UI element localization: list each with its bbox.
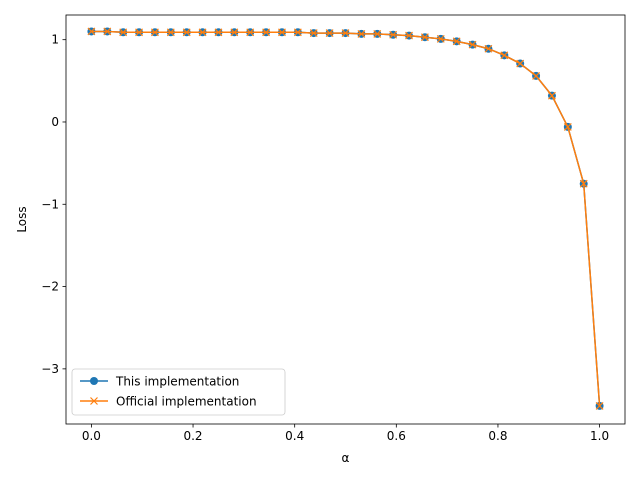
- legend: This implementation Official implementati…: [71, 368, 286, 416]
- series-2-point: [325, 29, 334, 38]
- series-2-point: [87, 27, 96, 36]
- series-2-point: [532, 71, 540, 80]
- legend-label: Official implementation: [116, 395, 257, 409]
- series-2-point: [452, 37, 461, 46]
- series-2-point: [373, 30, 382, 38]
- series-2-point: [182, 28, 191, 37]
- x-tick-label: 1.0: [590, 429, 609, 443]
- series-2-point: [309, 29, 318, 38]
- x-axis-label: α: [342, 451, 350, 465]
- series-2-point: [595, 401, 604, 410]
- x-tick-label: 0.4: [285, 429, 304, 443]
- series-2-point: [516, 59, 525, 68]
- axes: 0.0 0.2 0.4 0.6 0.8 1.0 1 0 −1 −2 −3: [41, 14, 626, 443]
- series-2-point: [230, 28, 239, 37]
- series-1: [87, 27, 604, 410]
- series-2-point: [119, 28, 128, 37]
- series-2-point: [214, 28, 223, 37]
- series-1-line: [91, 30, 601, 406]
- y-tick-label: −2: [41, 280, 59, 294]
- series-2-point: [420, 33, 429, 42]
- series-2-point: [135, 28, 143, 37]
- series-2-point: [262, 28, 271, 37]
- x-tick-label: 0.0: [82, 429, 101, 443]
- legend-marker: [90, 377, 98, 385]
- series-2-point: [357, 30, 366, 38]
- y-axis-label: Loss: [15, 206, 29, 232]
- plot-area: [87, 27, 604, 410]
- y-tick-label: −3: [41, 362, 59, 376]
- y-tick-label: 1: [51, 33, 59, 47]
- series-2-point: [563, 122, 572, 131]
- x-tick-label: 0.8: [488, 429, 507, 443]
- series-2-point: [405, 31, 413, 40]
- legend-marker: [90, 397, 98, 405]
- series-2-point: [103, 27, 112, 36]
- legend-label: This implementation: [115, 375, 239, 389]
- series-2-point: [278, 28, 286, 37]
- y-tick-label: 0: [51, 115, 59, 129]
- series-2: [87, 27, 604, 410]
- series-2-line: [91, 30, 601, 406]
- legend-box: [71, 368, 286, 416]
- series-2-point: [293, 28, 302, 37]
- y-tick-label: −1: [41, 197, 59, 211]
- series-2-point: [198, 28, 207, 37]
- series-2-point: [484, 44, 493, 53]
- legend-entry-1: This implementation: [80, 375, 239, 389]
- series-2-point: [436, 34, 445, 43]
- series-2-point: [548, 91, 556, 100]
- series-2-point: [341, 29, 350, 38]
- legend-entry-2: Official implementation: [80, 395, 257, 409]
- series-2-point: [166, 28, 175, 37]
- series-2-point: [246, 28, 255, 37]
- series-2-point: [389, 30, 398, 39]
- series-2-point: [468, 40, 477, 49]
- series-2-point: [579, 179, 588, 188]
- x-tick-label: 0.6: [387, 429, 406, 443]
- series-2-point: [500, 51, 509, 60]
- series-2-point: [151, 28, 159, 37]
- axes-frame: [65, 14, 626, 425]
- x-tick-label: 0.2: [183, 429, 202, 443]
